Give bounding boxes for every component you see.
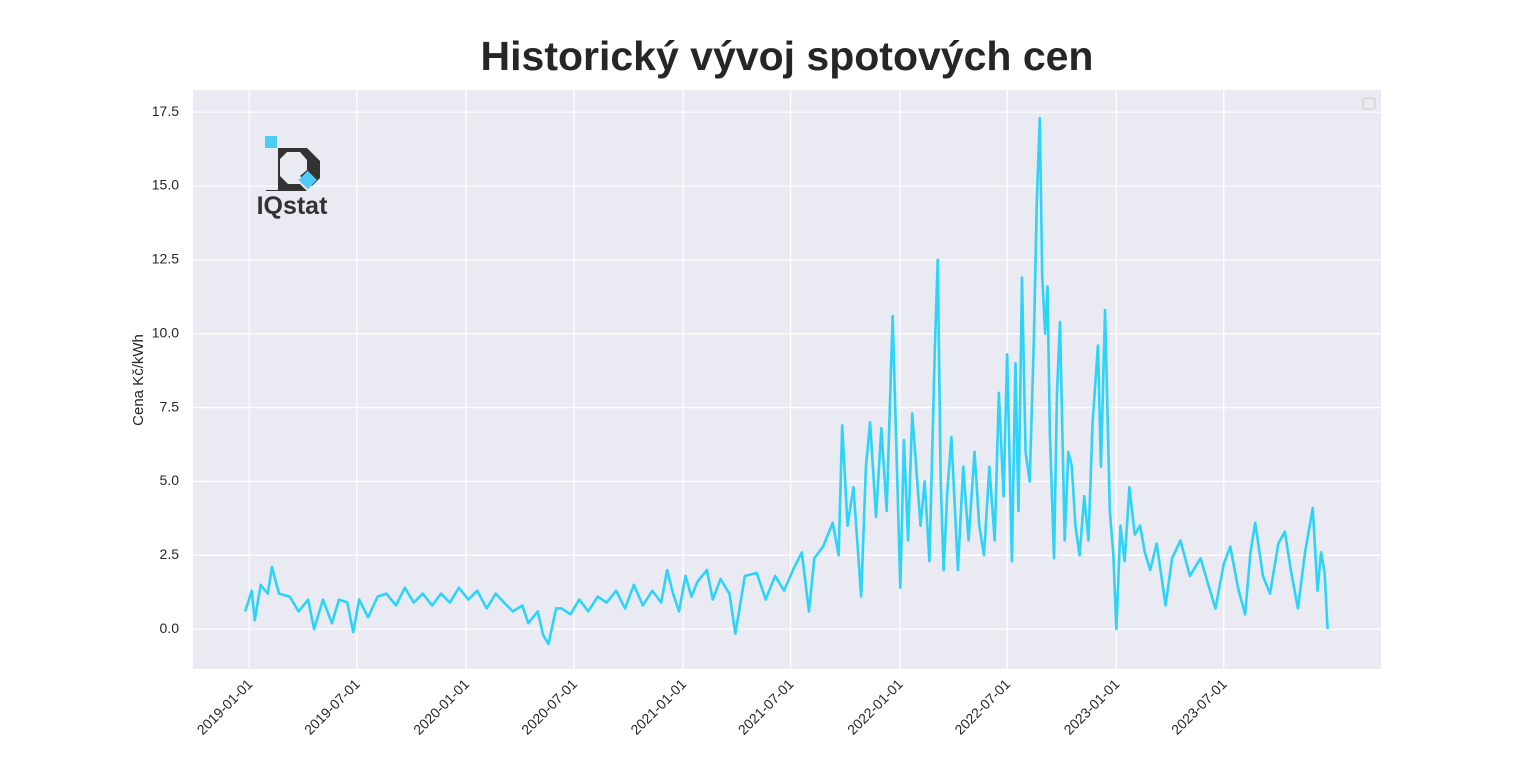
y-tick-label: 7.5 [160,398,180,414]
y-tick-label: 15.0 [152,177,179,193]
legend [1362,97,1376,110]
lines [243,116,1329,646]
y-axis-label: Cena Kč/kWh [130,334,147,426]
x-tick-label: 2023-01-01 [1061,676,1123,738]
y-tick-label: 0.0 [160,620,180,636]
x-tick-label: 2020-07-01 [518,676,580,738]
price-line [243,116,1329,646]
x-tick-label: 2020-01-01 [410,676,472,738]
grid [193,90,1381,669]
y-tick-label: 5.0 [160,472,180,488]
x-tick-label: 2019-01-01 [194,676,256,738]
y-tick-label: 17.5 [152,103,179,119]
logo-diamond [298,170,317,190]
chart-title: Historický vývoj spotových cen [481,33,1094,79]
x-tick-label: 2021-07-01 [735,676,797,738]
logo: IQstat [257,136,329,220]
x-tick-label: 2022-01-01 [844,676,906,738]
x-tick-label: 2022-07-01 [951,676,1013,738]
x-tick-label: 2019-07-01 [301,676,363,738]
logo-text: IQstat [257,192,329,220]
y-tick-label: 2.5 [160,546,180,562]
y-tick-label: 10.0 [152,324,179,340]
x-tick-label: 2023-07-01 [1168,676,1230,738]
logo-square [265,136,277,148]
x-tick-label: 2021-01-01 [627,676,689,738]
y-tick-label: 12.5 [152,251,179,267]
